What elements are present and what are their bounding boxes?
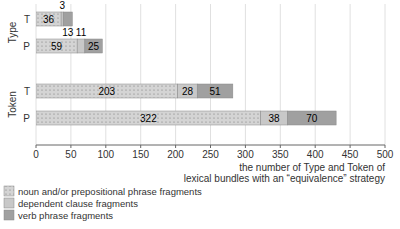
bar [36, 111, 261, 125]
bar [197, 84, 233, 98]
tick [350, 145, 351, 148]
data-label: 3 [59, 0, 65, 11]
tick-label: 350 [272, 149, 289, 160]
category-label: P [23, 113, 30, 124]
data-label: 13 [62, 27, 74, 38]
tick [175, 145, 176, 148]
x-axis-label-line: lexical bundles with an “equivalence” st… [184, 173, 385, 184]
grid-line [385, 4, 386, 145]
tick-label: 100 [97, 149, 114, 160]
x-axis: 0 50 100 150 200 250 300 350 400 450 500 [33, 145, 394, 160]
data-labels: 36 3 13 59 1125 203 28 51 322 38 70 [43, 0, 318, 124]
tick [36, 145, 37, 148]
data-label: 28 [182, 86, 194, 97]
grid-line [350, 4, 351, 145]
tick-label: 150 [132, 149, 149, 160]
bar [36, 12, 61, 26]
group-label: Type [7, 21, 18, 43]
tick [385, 145, 386, 148]
y-axis: T P T P Type Token [7, 14, 31, 124]
legend-swatch [4, 210, 14, 220]
tick-label: 300 [237, 149, 254, 160]
bar [77, 39, 85, 53]
tick [70, 145, 71, 148]
tick-label: 400 [307, 149, 324, 160]
grid [36, 4, 385, 145]
tick [210, 145, 211, 148]
tick [105, 145, 106, 148]
group-label: Token [7, 91, 18, 118]
x-axis-label: the number of Type and Token oflexical b… [184, 162, 385, 184]
data-label: 203 [99, 86, 116, 97]
bar [36, 84, 178, 98]
bar [36, 39, 77, 53]
tick-label: 500 [377, 149, 394, 160]
legend: noun and/or prepositional phrase fragmen… [4, 186, 202, 221]
legend-swatch [4, 198, 14, 208]
data-label: 70 [306, 113, 318, 124]
bar [287, 111, 336, 125]
tick-label: 0 [33, 149, 39, 160]
data-label: 322 [140, 113, 157, 124]
tick-label: 50 [65, 149, 77, 160]
tick-label: 450 [342, 149, 359, 160]
bar [261, 111, 288, 125]
tick [245, 145, 246, 148]
legend-swatch [4, 186, 14, 196]
chart: 0501001502002503003504004505003631359112… [0, 0, 400, 229]
tick [140, 145, 141, 148]
tick-label: 250 [202, 149, 219, 160]
data-label: 51 [209, 86, 221, 97]
category-label: P [23, 41, 30, 52]
x-axis-label-line: the number of Type and Token of [239, 162, 385, 173]
legend-label: noun and/or prepositional phrase fragmen… [18, 186, 202, 197]
tick [280, 145, 281, 148]
legend-label: dependent clause fragments [18, 198, 138, 209]
tick [315, 145, 316, 148]
bar [85, 39, 102, 53]
data-label: 38 [268, 113, 280, 124]
data-label: 11 [76, 27, 87, 38]
tick-label: 200 [167, 149, 184, 160]
bar [63, 12, 72, 26]
category-label: T [24, 86, 30, 97]
bar [61, 12, 63, 26]
data-label: 25 [88, 41, 100, 52]
bar [178, 84, 198, 98]
bars [36, 12, 336, 125]
legend-label: verb phrase fragments [18, 210, 113, 221]
category-label: T [24, 14, 30, 25]
data-label: 36 [43, 14, 55, 25]
data-label: 59 [51, 41, 63, 52]
